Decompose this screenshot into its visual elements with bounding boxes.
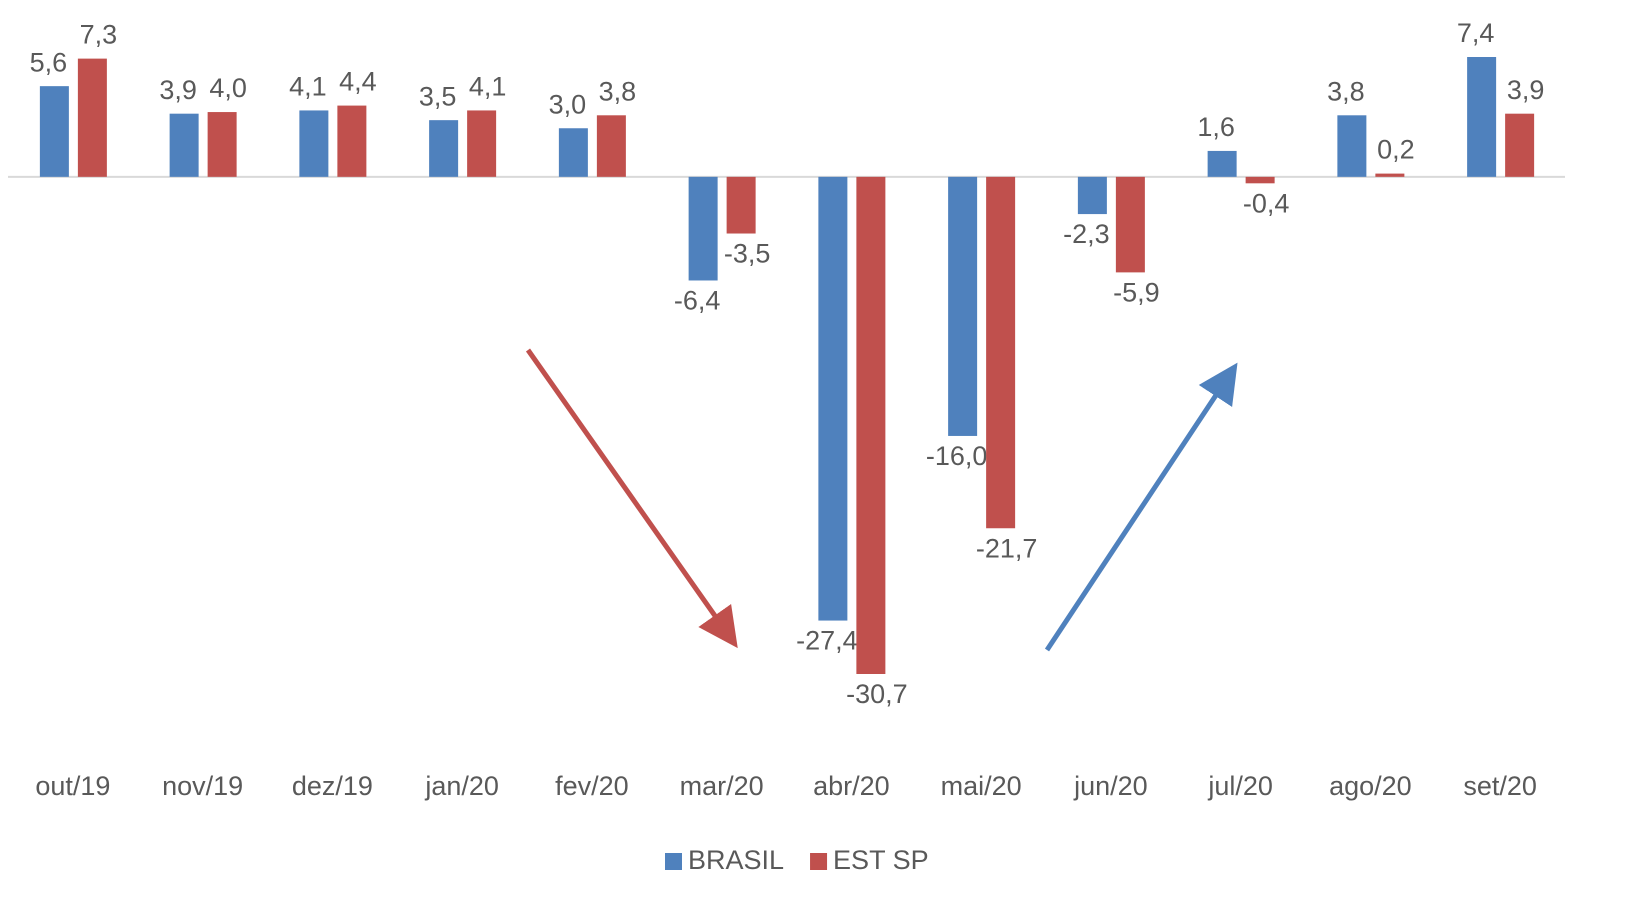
data-label: 4,1 bbox=[289, 72, 327, 102]
data-label: 1,6 bbox=[1197, 112, 1235, 142]
x-tick-label: mar/20 bbox=[680, 771, 764, 801]
bar bbox=[169, 113, 199, 177]
data-label: 7,3 bbox=[80, 20, 118, 50]
data-label: 3,9 bbox=[1507, 75, 1545, 105]
bar bbox=[467, 110, 497, 177]
bar bbox=[1375, 173, 1405, 177]
x-tick-label: fev/20 bbox=[555, 771, 629, 801]
data-label: -3,5 bbox=[724, 239, 771, 269]
x-tick-label: set/20 bbox=[1463, 771, 1537, 801]
bar bbox=[299, 110, 329, 177]
x-tick-label: nov/19 bbox=[162, 771, 243, 801]
x-tick-label: jun/20 bbox=[1073, 771, 1148, 801]
data-label: 3,5 bbox=[419, 81, 457, 111]
data-label: -5,9 bbox=[1113, 278, 1160, 308]
data-label: 4,1 bbox=[469, 72, 507, 102]
data-label: 5,6 bbox=[30, 47, 68, 77]
data-label: -16,0 bbox=[926, 441, 988, 471]
data-label: 7,4 bbox=[1457, 18, 1495, 48]
bar bbox=[207, 112, 237, 177]
bar bbox=[1077, 176, 1107, 215]
bar bbox=[1505, 113, 1535, 177]
x-tick-label: ago/20 bbox=[1329, 771, 1412, 801]
bar bbox=[1207, 150, 1237, 177]
legend-swatch bbox=[810, 853, 828, 870]
x-tick-label: abr/20 bbox=[813, 771, 890, 801]
bar bbox=[1467, 57, 1497, 177]
bar bbox=[688, 176, 718, 281]
x-tick-label: dez/19 bbox=[292, 771, 373, 801]
data-label: -2,3 bbox=[1063, 219, 1110, 249]
data-label: -21,7 bbox=[976, 533, 1038, 563]
bar bbox=[856, 176, 886, 674]
bar bbox=[558, 128, 588, 177]
bar bbox=[429, 120, 459, 177]
data-label: 4,0 bbox=[209, 73, 247, 103]
bar bbox=[39, 86, 69, 177]
bar bbox=[818, 176, 848, 621]
legend-swatch bbox=[665, 853, 682, 870]
data-label: -30,7 bbox=[846, 679, 908, 709]
legend-label: BRASIL bbox=[688, 845, 784, 875]
data-label: 3,8 bbox=[1327, 76, 1365, 106]
bar bbox=[948, 176, 978, 436]
data-label: 3,9 bbox=[159, 75, 197, 105]
x-tick-label: mai/20 bbox=[941, 771, 1022, 801]
bar bbox=[1337, 115, 1367, 177]
data-label: -27,4 bbox=[796, 626, 858, 656]
data-label: -0,4 bbox=[1243, 188, 1290, 218]
bar bbox=[77, 58, 107, 177]
data-label: 0,2 bbox=[1377, 135, 1415, 165]
bar bbox=[1245, 176, 1275, 184]
bar bbox=[726, 176, 756, 234]
x-tick-label: out/19 bbox=[35, 771, 110, 801]
x-tick-label: jan/20 bbox=[424, 771, 499, 801]
bar bbox=[596, 115, 626, 177]
trend-arrow bbox=[525, 348, 738, 649]
trend-arrow bbox=[1044, 362, 1238, 652]
data-label: 4,4 bbox=[339, 67, 377, 97]
data-label: 3,0 bbox=[549, 89, 587, 119]
bar bbox=[986, 176, 1016, 529]
legend-label: EST SP bbox=[833, 845, 929, 875]
bar bbox=[1115, 176, 1145, 273]
data-label: 3,8 bbox=[599, 76, 637, 106]
bar bbox=[337, 105, 367, 177]
data-label: -6,4 bbox=[674, 286, 721, 316]
x-tick-label: jul/20 bbox=[1207, 771, 1273, 801]
